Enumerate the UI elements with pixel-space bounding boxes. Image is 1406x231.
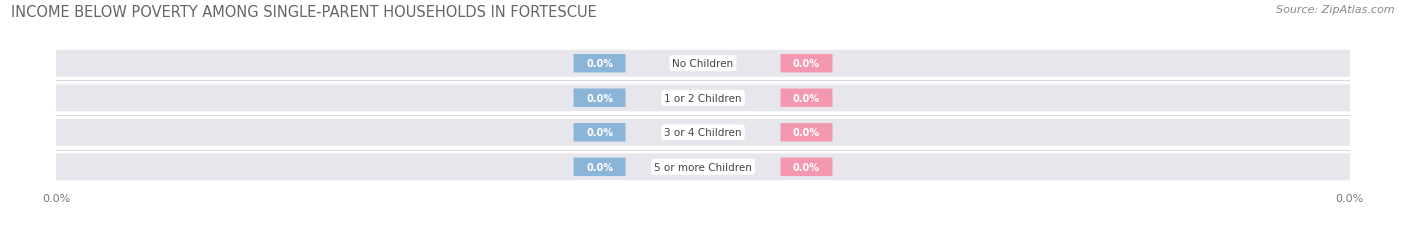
- FancyBboxPatch shape: [574, 158, 626, 176]
- FancyBboxPatch shape: [780, 55, 832, 73]
- FancyBboxPatch shape: [780, 158, 832, 176]
- Text: 0.0%: 0.0%: [586, 93, 613, 103]
- Text: 0.0%: 0.0%: [793, 128, 820, 138]
- Text: 3 or 4 Children: 3 or 4 Children: [664, 128, 742, 138]
- Text: 1 or 2 Children: 1 or 2 Children: [664, 93, 742, 103]
- FancyBboxPatch shape: [780, 124, 832, 142]
- Text: 0.0%: 0.0%: [586, 128, 613, 138]
- FancyBboxPatch shape: [574, 55, 626, 73]
- FancyBboxPatch shape: [780, 89, 832, 107]
- Text: Source: ZipAtlas.com: Source: ZipAtlas.com: [1277, 5, 1395, 15]
- FancyBboxPatch shape: [56, 119, 1350, 146]
- Text: 0.0%: 0.0%: [586, 162, 613, 172]
- FancyBboxPatch shape: [574, 89, 626, 107]
- FancyBboxPatch shape: [56, 85, 1350, 112]
- Text: 0.0%: 0.0%: [793, 59, 820, 69]
- Text: INCOME BELOW POVERTY AMONG SINGLE-PARENT HOUSEHOLDS IN FORTESCUE: INCOME BELOW POVERTY AMONG SINGLE-PARENT…: [11, 5, 598, 20]
- FancyBboxPatch shape: [574, 124, 626, 142]
- Text: 0.0%: 0.0%: [793, 162, 820, 172]
- FancyBboxPatch shape: [56, 51, 1350, 77]
- Text: 5 or more Children: 5 or more Children: [654, 162, 752, 172]
- Text: No Children: No Children: [672, 59, 734, 69]
- Text: 0.0%: 0.0%: [586, 59, 613, 69]
- FancyBboxPatch shape: [56, 154, 1350, 180]
- Text: 0.0%: 0.0%: [793, 93, 820, 103]
